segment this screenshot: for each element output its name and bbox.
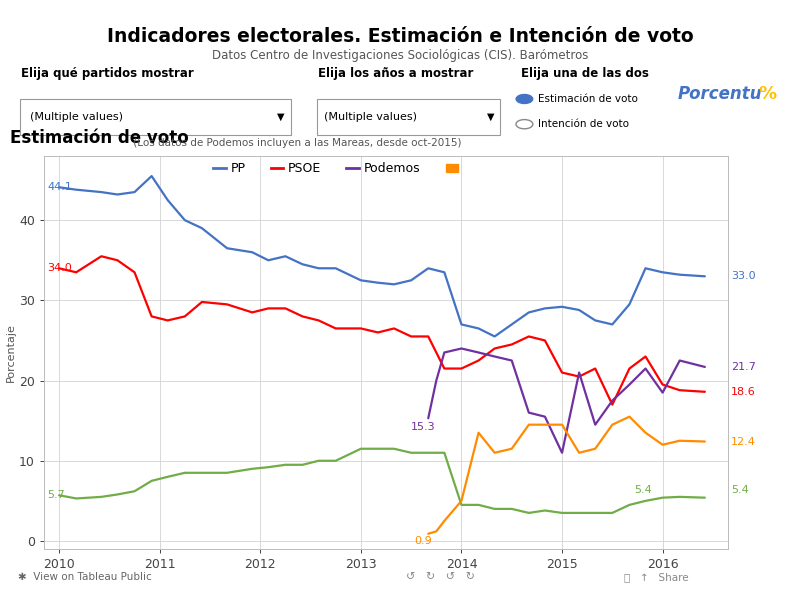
Text: Porcentu: Porcentu (678, 85, 762, 103)
Circle shape (516, 119, 533, 129)
FancyBboxPatch shape (318, 98, 499, 134)
Text: 5.4: 5.4 (731, 485, 749, 495)
Text: 33.0: 33.0 (731, 271, 756, 281)
Circle shape (516, 94, 533, 104)
Text: Estimación de voto: Estimación de voto (538, 94, 638, 104)
Text: 12.4: 12.4 (731, 437, 756, 446)
FancyBboxPatch shape (20, 98, 291, 134)
Text: Intención de voto: Intención de voto (538, 119, 630, 129)
Text: (Multiple values): (Multiple values) (324, 112, 417, 122)
Text: Elija qué partidos mostrar: Elija qué partidos mostrar (22, 67, 194, 80)
Text: 44.1: 44.1 (47, 182, 72, 192)
Text: 21.7: 21.7 (731, 362, 756, 372)
Legend: PP, PSOE, Podemos, : PP, PSOE, Podemos, (213, 162, 463, 175)
Text: 0.9: 0.9 (414, 536, 432, 546)
Text: 5.7: 5.7 (47, 490, 65, 500)
Text: Elija una de las dos: Elija una de las dos (522, 67, 650, 80)
Y-axis label: Porcentaje: Porcentaje (6, 323, 16, 382)
Text: ↺   ↻   ↺   ↻: ↺ ↻ ↺ ↻ (406, 572, 474, 582)
Text: 15.3: 15.3 (411, 422, 435, 432)
Text: (Multiple values): (Multiple values) (30, 112, 123, 122)
Text: Indicadores electorales. Estimación e Intención de voto: Indicadores electorales. Estimación e In… (106, 27, 694, 46)
Text: Elija los años a mostrar: Elija los años a mostrar (318, 67, 474, 80)
Text: ⬜   ↑   Share: ⬜ ↑ Share (624, 572, 688, 582)
Text: ▼: ▼ (277, 112, 284, 122)
Text: (Los datos de Podemos incluyen a las Mareas, desde oct-2015): (Los datos de Podemos incluyen a las Mar… (130, 137, 462, 148)
Text: 34.0: 34.0 (47, 263, 72, 273)
Text: Datos Centro de Investigaciones Sociológicas (CIS). Barómetros: Datos Centro de Investigaciones Sociológ… (212, 49, 588, 62)
Text: 5.4: 5.4 (634, 485, 652, 495)
Text: ✱  View on Tableau Public: ✱ View on Tableau Public (18, 572, 151, 582)
Text: ▼: ▼ (487, 112, 494, 122)
Text: Estimación de voto: Estimación de voto (10, 129, 188, 147)
Text: %: % (758, 85, 777, 103)
Text: 18.6: 18.6 (731, 387, 756, 397)
